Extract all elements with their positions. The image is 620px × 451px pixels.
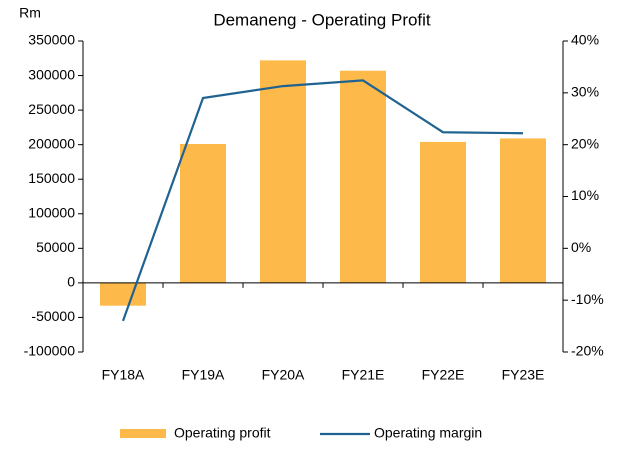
y-tick-label: 300000 <box>28 66 75 82</box>
bar <box>500 138 546 283</box>
line <box>121 79 524 322</box>
y-tick-label: 50000 <box>36 239 75 255</box>
y-tick-label: 250000 <box>28 101 75 117</box>
legend-swatch <box>120 429 166 438</box>
y-tick-label: -50000 <box>31 308 75 324</box>
bar <box>260 60 306 283</box>
y2-tick-label: -20% <box>571 343 604 359</box>
x-tick-label: FY18A <box>102 367 145 383</box>
y2-tick-label: 40% <box>571 32 599 48</box>
y2-tick-label: -10% <box>571 291 604 307</box>
bar <box>100 282 146 306</box>
y2-tick-label: 30% <box>571 84 599 100</box>
x-tick-label: FY20A <box>262 367 305 383</box>
x-tick-label: FY22E <box>422 367 465 383</box>
y2-tick-label: 0% <box>571 239 591 255</box>
y-tick-label: 150000 <box>28 170 75 186</box>
y2-tick-label: 10% <box>571 187 599 203</box>
bar <box>180 143 226 283</box>
x-tick-label: FY23E <box>502 367 545 383</box>
y-tick-label: -100000 <box>24 343 76 359</box>
legend-label: Operating profit <box>174 425 271 441</box>
y-tick-label: 100000 <box>28 204 75 220</box>
bar <box>420 141 466 283</box>
y-tick-label: 200000 <box>28 135 75 151</box>
chart-title: Demaneng - Operating Profit <box>213 10 431 29</box>
legend-label: Operating margin <box>374 425 482 441</box>
x-tick-label: FY19A <box>182 367 225 383</box>
y-tick-label: 0 <box>67 274 75 290</box>
y-axis-label: Rm <box>19 5 41 21</box>
y-tick-label: 350000 <box>28 32 75 48</box>
bar <box>340 70 386 283</box>
y2-tick-label: 20% <box>571 135 599 151</box>
x-tick-label: FY21E <box>342 367 385 383</box>
